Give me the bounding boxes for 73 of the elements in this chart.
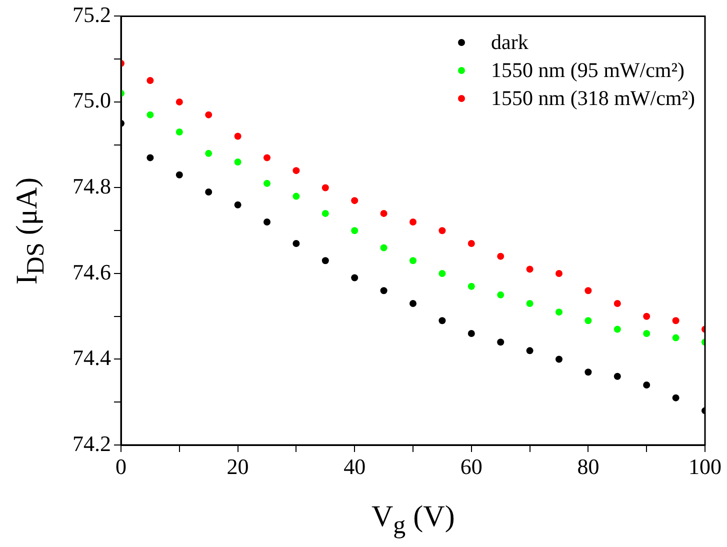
point xyxy=(584,368,592,376)
point xyxy=(380,244,388,252)
legend-label: 1550 nm (318 mW/cm²) xyxy=(491,85,696,112)
point xyxy=(614,300,621,307)
point xyxy=(205,111,212,118)
point xyxy=(497,291,504,298)
point xyxy=(526,300,534,307)
point xyxy=(146,77,154,84)
x-axis-title: V$_{g}$ (V) xyxy=(372,500,455,540)
point xyxy=(322,210,329,217)
point xyxy=(643,312,650,320)
point xyxy=(292,192,300,200)
x-tick-label: 40 xyxy=(344,454,366,479)
y-tick-label: 75.0 xyxy=(72,88,111,113)
y-tick-label: 74.8 xyxy=(72,174,111,198)
point xyxy=(205,188,212,196)
point xyxy=(234,201,242,208)
point xyxy=(322,257,329,264)
point xyxy=(526,347,534,354)
point xyxy=(468,240,475,247)
point xyxy=(264,154,270,162)
point xyxy=(351,274,358,282)
point xyxy=(672,334,680,342)
legend-label: 1550 nm (95 mW/cm²) xyxy=(491,57,685,84)
point xyxy=(556,270,562,277)
point xyxy=(468,330,475,338)
point xyxy=(497,338,504,346)
point xyxy=(672,394,680,402)
legend-label: dark xyxy=(491,29,528,56)
point xyxy=(205,150,212,157)
point xyxy=(176,171,183,178)
point xyxy=(643,381,650,388)
x-tick-label: 20 xyxy=(226,454,249,479)
point xyxy=(497,252,504,260)
point xyxy=(234,132,242,140)
point xyxy=(556,308,562,316)
point xyxy=(672,317,680,324)
y-tick-label: 74.2 xyxy=(72,430,111,456)
point xyxy=(322,184,329,192)
y-tick-label: 75.2 xyxy=(72,2,111,27)
point xyxy=(614,372,621,380)
point xyxy=(264,180,270,187)
point xyxy=(438,317,446,324)
point xyxy=(292,240,300,247)
point xyxy=(584,287,592,294)
point xyxy=(234,158,242,166)
x-tick-label: 100 xyxy=(688,454,722,479)
point xyxy=(410,300,416,307)
x-tick-label: 80 xyxy=(577,454,600,479)
point xyxy=(438,270,446,277)
point xyxy=(292,167,300,174)
point xyxy=(176,98,183,106)
point xyxy=(264,218,270,226)
point xyxy=(380,210,388,217)
point xyxy=(614,326,621,333)
point xyxy=(351,197,358,204)
point xyxy=(146,154,154,162)
point xyxy=(410,257,416,264)
point xyxy=(468,282,475,290)
x-tick-label: 0 xyxy=(116,454,126,479)
point xyxy=(351,227,358,234)
point xyxy=(438,227,446,234)
point xyxy=(176,128,183,136)
point xyxy=(146,111,154,118)
point xyxy=(556,356,562,363)
point xyxy=(584,317,592,324)
point xyxy=(410,218,416,226)
y-tick-label: 74.6 xyxy=(72,259,111,284)
x-tick-label: 60 xyxy=(460,454,482,479)
point xyxy=(643,330,650,338)
point xyxy=(526,266,534,273)
point xyxy=(380,287,388,294)
y-tick-label: 74.4 xyxy=(72,345,111,370)
